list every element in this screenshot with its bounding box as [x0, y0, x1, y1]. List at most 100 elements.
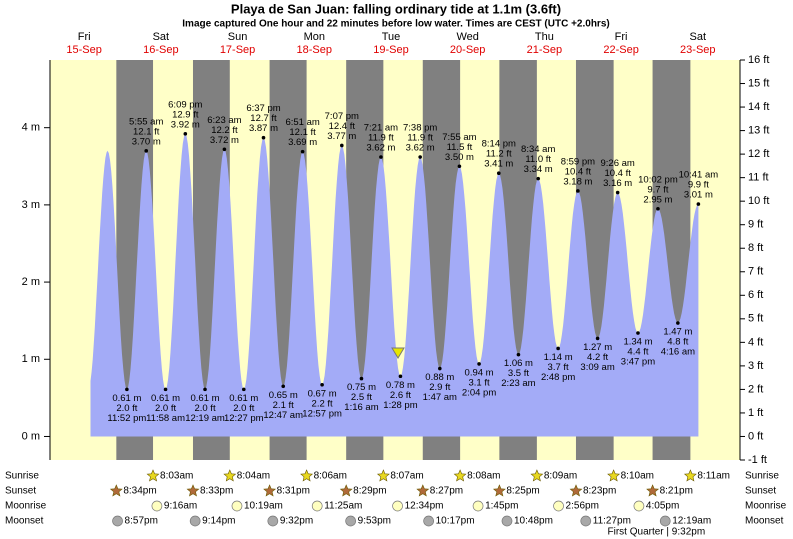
- high-tide-label: 8:34 am: [521, 144, 555, 155]
- moonrise-icon: [231, 500, 243, 512]
- row-time: 8:04am: [237, 471, 270, 482]
- low-tide-label: 2.6 ft: [390, 390, 411, 401]
- y2-tick-label: 10 ft: [748, 195, 769, 207]
- row-label: Sunrise: [745, 471, 779, 482]
- high-tide-label: 12.2 ft: [211, 125, 238, 136]
- high-tide-label: 6:37 pm: [246, 103, 280, 114]
- sun-icon: [300, 469, 314, 482]
- row-time: 8:06am: [314, 471, 347, 482]
- moonrise-icon: [633, 500, 645, 512]
- low-tide-label: 2.0 ft: [233, 403, 254, 414]
- low-tide-label: 0.88 m: [425, 372, 454, 383]
- y2-tick-label: 11 ft: [748, 172, 769, 184]
- high-tide-label: 3.72 m: [210, 135, 239, 146]
- row-time: 11:25am: [324, 501, 362, 512]
- high-tide-label: 3.70 m: [132, 136, 161, 147]
- low-tide-label: 2:04 pm: [462, 387, 496, 398]
- low-tide-label: 0.61 m: [151, 393, 180, 404]
- tide-extreme: [676, 321, 680, 325]
- sun-icon: [223, 469, 237, 482]
- high-tide-label: 3.01 m: [684, 190, 713, 201]
- high-tide-label: 7:21 am: [364, 123, 398, 134]
- y2-tick-label: 16 ft: [748, 54, 769, 66]
- moonset-icon: [267, 515, 279, 527]
- tide-extreme: [163, 387, 168, 392]
- low-tide-label: 12:47 am: [263, 410, 303, 421]
- chart-subtitle: Image captured One hour and 22 minutes b…: [182, 19, 609, 30]
- row-time: 8:10am: [621, 471, 654, 482]
- high-tide-label: 3.41 m: [484, 159, 513, 170]
- tide-extreme: [144, 149, 149, 153]
- tide-extreme: [438, 366, 442, 371]
- row-label: Sunset: [5, 486, 36, 497]
- high-tide-label: 7:38 pm: [403, 123, 437, 134]
- low-tide-label: 3:09 am: [580, 362, 614, 373]
- row-time: 8:34pm: [123, 486, 156, 497]
- high-tide-label: 6:09 pm: [168, 99, 202, 110]
- row-time: 4:05pm: [646, 501, 679, 512]
- sun-icon: [569, 484, 583, 497]
- y2-tick-label: 2 ft: [748, 383, 763, 395]
- date-label: 16-Sep: [143, 44, 178, 56]
- low-tide-label: 0.75 m: [347, 382, 376, 393]
- sun-icon: [607, 469, 621, 482]
- y2-tick-label: 13 ft: [748, 124, 769, 136]
- tide-extreme: [656, 206, 660, 211]
- tide-extreme: [556, 346, 560, 351]
- low-tide-label: 4.2 ft: [587, 352, 608, 363]
- low-tide-label: 3.1 ft: [469, 377, 490, 388]
- row-time: 9:16am: [164, 501, 197, 512]
- high-tide-label: 10:41 am: [679, 170, 719, 181]
- row-label: Moonset: [5, 516, 44, 527]
- moonrise-icon: [472, 500, 484, 512]
- y2-tick-label: 0 ft: [748, 430, 763, 442]
- tide-extreme: [516, 352, 521, 357]
- y2-tick-label: 12 ft: [748, 148, 769, 160]
- high-tide-label: 3.34 m: [524, 164, 553, 175]
- high-tide-label: 3.87 m: [249, 123, 278, 134]
- weekday-label: Wed: [456, 31, 478, 43]
- tide-extreme: [595, 336, 600, 341]
- weekday-label: Thu: [535, 31, 554, 43]
- moon-phase: First Quarter | 9:32pm: [608, 527, 706, 538]
- low-tide-label: 1.47 m: [663, 327, 692, 338]
- low-tide-label: 0.61 m: [190, 393, 219, 404]
- tide-extreme: [281, 384, 286, 389]
- row-time: 12:19am: [672, 516, 711, 527]
- y-tick-label: 2 m: [22, 276, 40, 288]
- high-tide-label: 8:59 pm: [561, 157, 595, 168]
- high-tide-label: 11.9 ft: [407, 133, 433, 144]
- high-tide-label: 12.4 ft: [329, 121, 356, 132]
- low-tide-label: 2:48 pm: [541, 372, 575, 383]
- row-time: 8:29pm: [353, 486, 386, 497]
- low-tide-label: 1.14 m: [544, 352, 573, 363]
- sun-icon: [263, 484, 277, 497]
- moonrise-icon: [311, 500, 323, 512]
- tide-extreme: [379, 155, 383, 159]
- low-tide-label: 3.7 ft: [548, 362, 569, 373]
- row-time: 8:03am: [160, 471, 193, 482]
- high-tide-label: 3.62 m: [366, 143, 395, 154]
- y2-tick-label: 9 ft: [748, 219, 763, 231]
- sun-icon: [530, 469, 544, 482]
- sun-icon: [492, 484, 506, 497]
- moonrise-icon: [392, 500, 403, 512]
- row-time: 8:23pm: [583, 486, 616, 497]
- tide-area: [90, 133, 699, 437]
- high-tide-label: 8:14 pm: [482, 139, 516, 150]
- high-tide-label: 10.4 ft: [565, 167, 592, 178]
- y-tick-label: 4 m: [22, 122, 40, 134]
- y2-tick-label: -1 ft: [748, 454, 767, 466]
- tide-extreme: [576, 189, 580, 193]
- moonset-icon: [423, 515, 434, 527]
- tide-extreme: [615, 190, 620, 195]
- high-tide-label: 11.2 ft: [486, 149, 512, 160]
- row-time: 12:34pm: [405, 501, 444, 512]
- low-tide-label: 1:28 pm: [383, 400, 417, 411]
- sun-icon: [416, 484, 430, 497]
- y-tick-label: 1 m: [22, 353, 40, 365]
- y-tick-label: 3 m: [22, 199, 40, 211]
- now-marker: [391, 347, 405, 359]
- high-tide-label: 11.5 ft: [447, 142, 473, 153]
